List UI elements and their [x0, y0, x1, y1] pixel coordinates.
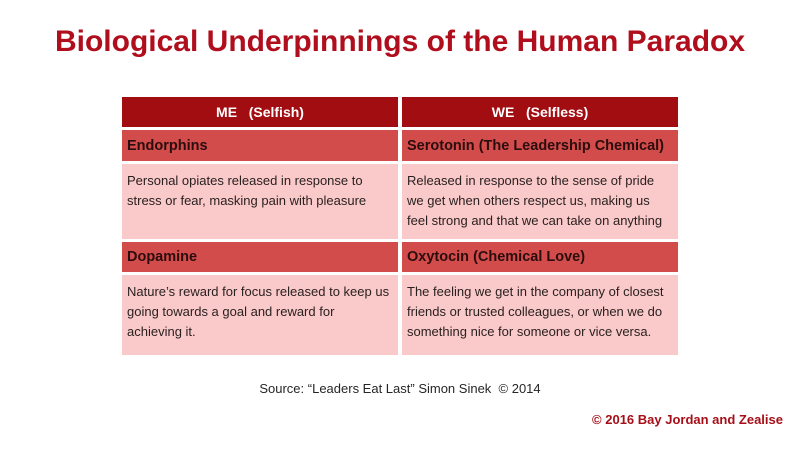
comparison-table: ME (Selfish) WE (Selfless) Endorphins Se… [122, 97, 678, 355]
source-citation: Source: “Leaders Eat Last” Simon Sinek ©… [259, 381, 541, 396]
cell-endorphins-description: Personal opiates released in response to… [122, 164, 398, 239]
cell-dopamine: Dopamine [122, 242, 398, 272]
cell-oxytocin: Oxytocin (Chemical Love) [402, 242, 678, 272]
table-header-me: ME (Selfish) [122, 97, 398, 127]
table-header-we: WE (Selfless) [402, 97, 678, 127]
page-title: Biological Underpinnings of the Human Pa… [54, 25, 746, 58]
cell-dopamine-description: Nature’s reward for focus released to ke… [122, 275, 398, 355]
cell-endorphins: Endorphins [122, 130, 398, 161]
cell-oxytocin-description: The feeling we get in the company of clo… [402, 275, 678, 355]
cell-serotonin-description: Released in response to the sense of pri… [402, 164, 678, 239]
copyright-notice: © 2016 Bay Jordan and Zealise [592, 412, 783, 427]
cell-serotonin: Serotonin (The Leadership Chemical) [402, 130, 678, 161]
